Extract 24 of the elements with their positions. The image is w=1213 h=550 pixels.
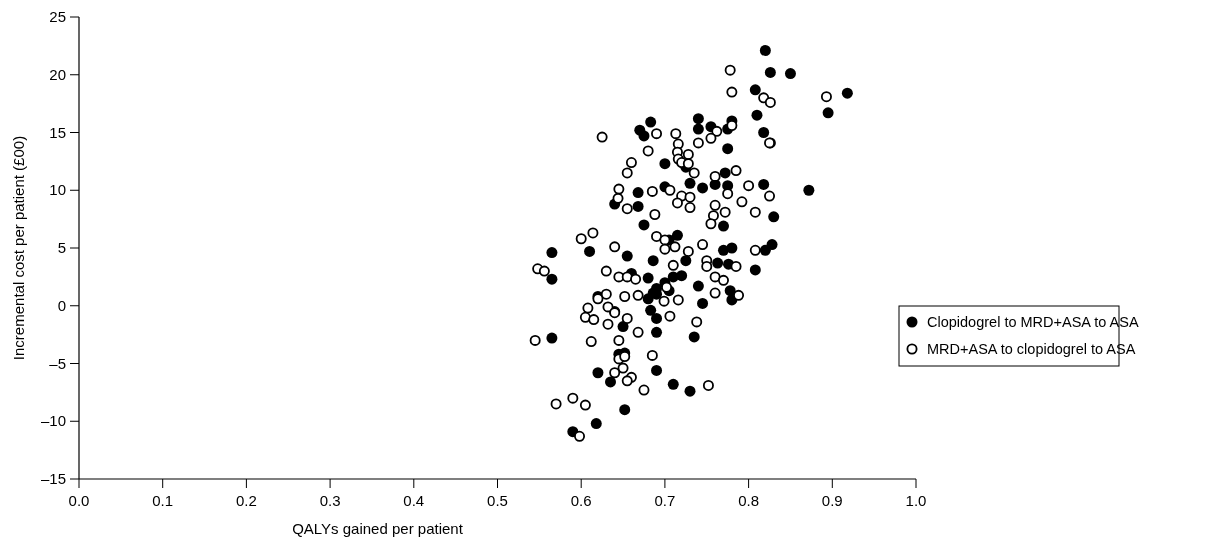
legend-label: MRD+ASA to clopidogrel to ASA <box>927 341 1136 357</box>
y-tick-label: –10 <box>40 412 66 430</box>
y-tick-label: 20 <box>49 65 66 83</box>
x-tick-label: 0.3 <box>319 492 341 509</box>
y-axis-title: Incremental cost per patient (£00) <box>10 135 27 361</box>
y-tick-label: 5 <box>57 239 66 256</box>
y-tick-label: 0 <box>57 296 66 314</box>
y-tick-label: –15 <box>40 470 66 487</box>
x-tick-label: 0.8 <box>738 492 760 509</box>
x-tick-label: 0.4 <box>403 492 425 509</box>
x-tick-label: 1.0 <box>905 492 927 509</box>
x-tick-label: 0.2 <box>235 492 257 509</box>
x-tick-label: 0.6 <box>570 492 592 509</box>
legend-label: Clopidogrel to MRD+ASA to ASA <box>927 314 1139 330</box>
x-tick-label: 0.0 <box>68 492 90 509</box>
y-tick-label: 15 <box>49 123 66 141</box>
y-tick-label: –5 <box>49 354 66 372</box>
x-tick-label: 0.5 <box>487 492 508 509</box>
x-tick-label: 0.1 <box>152 492 174 509</box>
x-tick-label: 0.7 <box>654 492 676 509</box>
x-tick-label: 0.9 <box>821 492 843 509</box>
x-axis-title: QALYs gained per patient <box>292 520 464 537</box>
y-tick-label: 25 <box>49 8 66 25</box>
y-tick-label: 10 <box>49 181 66 199</box>
